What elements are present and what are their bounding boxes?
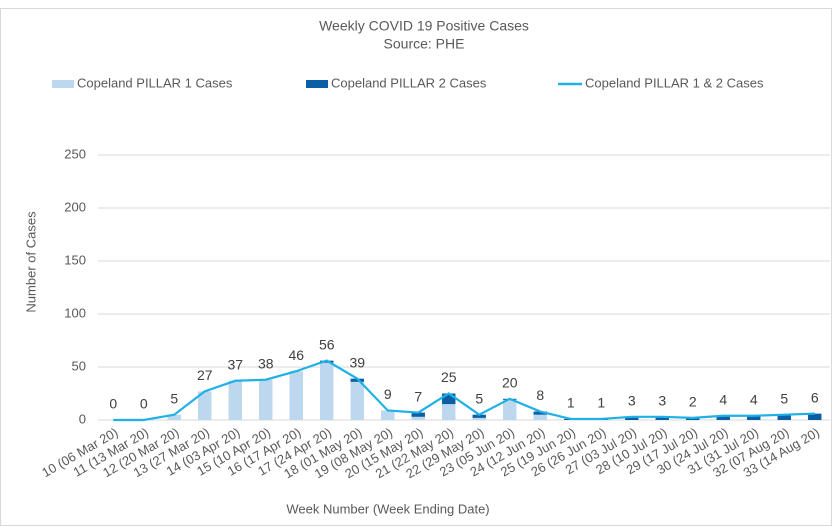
data-label: 4: [750, 391, 758, 407]
data-label: 1: [597, 395, 605, 411]
line: [113, 359, 815, 422]
data-label: 3: [658, 393, 666, 409]
data-label: 0: [140, 396, 148, 412]
data-label: 5: [170, 390, 178, 406]
data-label: 7: [414, 388, 422, 404]
data-label: 38: [258, 355, 274, 371]
y-tick-label: 50: [72, 358, 86, 373]
bar: [259, 379, 273, 420]
legend-swatch: [52, 80, 74, 88]
data-label: 6: [811, 389, 819, 405]
bar: [777, 414, 791, 420]
data-label: 56: [319, 336, 335, 352]
y-tick-label: 150: [64, 252, 86, 267]
bar: [350, 378, 364, 382]
legend-label: Copeland PILLAR 2 Cases: [331, 75, 487, 90]
y-tick-label: 0: [79, 411, 86, 426]
bar: [533, 414, 547, 420]
bar: [533, 411, 547, 415]
y-tick-label: 250: [64, 146, 86, 161]
data-label: 5: [780, 390, 788, 406]
bar: [472, 414, 486, 418]
data-label: 3: [628, 393, 636, 409]
bar: [320, 362, 334, 420]
bar: [655, 416, 669, 420]
bar: [411, 412, 425, 417]
bar: [167, 414, 181, 420]
data-label: 25: [441, 369, 457, 385]
data-label: 20: [502, 375, 518, 391]
bar: [442, 393, 456, 405]
legend-label: Copeland PILLAR 1 Cases: [77, 75, 233, 90]
bar: [808, 413, 822, 420]
data-label: 37: [227, 356, 243, 372]
data-label: 9: [384, 386, 392, 402]
x-axis-label: Week Number (Week Ending Date): [286, 501, 489, 516]
bar: [350, 381, 364, 420]
data-label: 4: [719, 391, 727, 407]
bar: [716, 415, 730, 420]
data-label: 0: [109, 396, 117, 412]
bar: [289, 371, 303, 420]
bar: [228, 380, 242, 420]
data-label: 5: [475, 390, 483, 406]
bar: [442, 404, 456, 420]
data-label: 2: [689, 394, 697, 410]
data-label: 46: [288, 347, 304, 363]
bar: [503, 399, 517, 420]
chart-border: [0, 8, 832, 526]
bar: [472, 417, 486, 420]
data-label: 8: [536, 387, 544, 403]
chart-title: Weekly COVID 19 Positive Cases: [319, 18, 529, 34]
y-axis-label: Number of Cases: [23, 211, 38, 313]
chart-subtitle: Source: PHE: [384, 36, 465, 52]
legend-swatch: [306, 80, 328, 88]
data-label: 39: [349, 354, 365, 370]
y-tick-label: 100: [64, 305, 86, 320]
data-label: 27: [197, 367, 213, 383]
bar: [625, 416, 639, 420]
legend-label: Copeland PILLAR 1 & 2 Cases: [585, 75, 764, 90]
data-label: 1: [567, 395, 575, 411]
bar: [381, 410, 395, 420]
bar: [747, 415, 761, 420]
bar: [198, 391, 212, 420]
bar: [411, 416, 425, 420]
y-tick-label: 200: [64, 199, 86, 214]
